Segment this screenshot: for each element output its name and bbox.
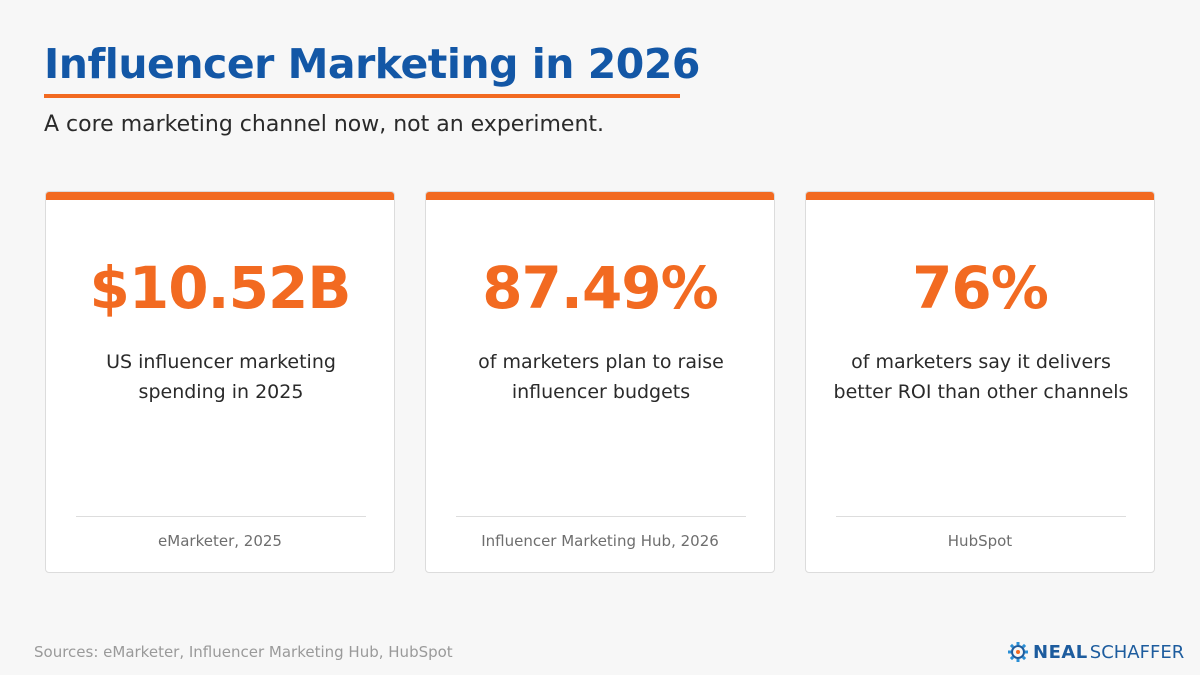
- card-description: of marketers plan to raise influencer bu…: [478, 351, 724, 403]
- compass-gear-icon: [1008, 642, 1028, 662]
- stat-card-spending: $10.52B US influencer marketing spending…: [45, 191, 395, 573]
- card-accent-bar: [46, 192, 394, 200]
- card-stat-value: $10.52B: [89, 254, 351, 322]
- logo-text-neal: NEAL: [1033, 641, 1088, 663]
- card-description: US influencer marketing spending in 2025: [106, 351, 336, 403]
- page-subtitle: A core marketing channel now, not an exp…: [44, 112, 605, 137]
- card-accent-bar: [426, 192, 774, 200]
- stat-card-roi: 76% of marketers say it delivers better …: [805, 191, 1155, 573]
- title-underline: [44, 94, 680, 98]
- card-divider: [76, 516, 366, 517]
- logo-text-schaffer: SCHAFFER: [1089, 641, 1185, 663]
- card-stat-value: 87.49%: [482, 254, 719, 322]
- card-source: HubSpot: [947, 532, 1013, 550]
- card-stat-value: 76%: [912, 254, 1049, 322]
- card-source: Influencer Marketing Hub, 2026: [481, 532, 719, 550]
- card-accent-bar: [806, 192, 1154, 200]
- stat-card-budgets: 87.49% of marketers plan to raise influe…: [425, 191, 775, 573]
- card-source: eMarketer, 2025: [158, 532, 282, 550]
- page-title: Influencer Marketing in 2026: [44, 40, 700, 88]
- card-divider: [836, 516, 1126, 517]
- sources-footnote: Sources: eMarketer, Influencer Marketing…: [34, 643, 453, 661]
- card-description: of marketers say it delivers better ROI …: [833, 351, 1129, 403]
- brand-logo: NEAL SCHAFFER: [1008, 640, 1184, 664]
- card-divider: [456, 516, 746, 517]
